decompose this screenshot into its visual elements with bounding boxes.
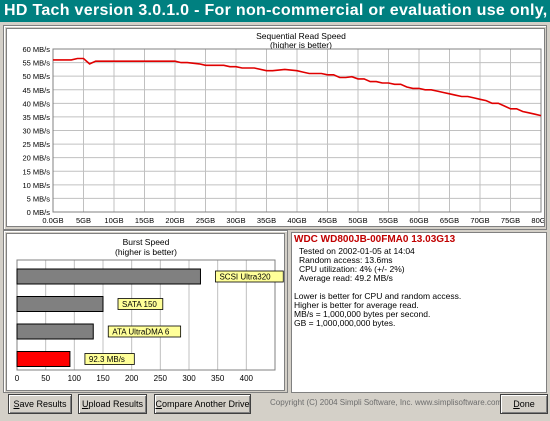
copyright-text: Copyright (C) 2004 Simpli Software, Inc.… (270, 398, 503, 407)
save-accel: S (13, 399, 20, 409)
compare-label: ompare Another Drive (161, 399, 250, 409)
read-x-tick: 50GB (348, 216, 367, 225)
burst-x-tick: 350 (211, 374, 225, 383)
note-gb-def: GB = 1,000,000,000 bytes. (294, 318, 396, 328)
read-y-tick: 25 MB/s (22, 140, 50, 149)
read-x-tick: 70GB (470, 216, 489, 225)
burst-bar-label: SCSI Ultra320 (219, 273, 271, 282)
read-y-tick: 45 MB/s (22, 86, 50, 95)
burst-speed-svg: Burst Speed (higher is better) 0 50 100 150… (15, 237, 284, 383)
read-x-tick: 35GB (257, 216, 276, 225)
done-accel: D (513, 399, 520, 409)
read-y-tick: 40 MB/s (22, 99, 50, 108)
read-x-tick: 15GB (135, 216, 154, 225)
burst-label-box (215, 270, 284, 283)
read-x-tick: 40GB (287, 216, 306, 225)
note-mbs-def: MB/s = 1,000,000 bytes per second. (294, 309, 431, 319)
read-y-tick: 55 MB/s (22, 59, 50, 68)
compare-drive-button[interactable]: Compare Another Drive (154, 394, 251, 414)
burst-x-tick: 100 (68, 374, 82, 383)
read-x-tick: 20GB (165, 216, 184, 225)
burst-label-box (117, 298, 164, 310)
burst-bar-label: SATA 150 (122, 300, 157, 309)
read-x-tick: 10GB (104, 216, 123, 225)
burst-x-tick: 150 (96, 374, 110, 383)
compare-accel: C (155, 399, 162, 409)
read-y-tick: 10 MB/s (22, 181, 50, 190)
window-title: HD Tach version 3.0.1.0 - For non-commer… (4, 2, 550, 19)
read-x-tick: 5GB (76, 216, 91, 225)
burst-bar-label: ATA UltraDMA 6 (112, 328, 170, 337)
read-x-tick: 0.0GB (42, 216, 63, 225)
read-x-tick: 65GB (440, 216, 459, 225)
burst-chart-subtitle: (higher is better) (115, 247, 177, 257)
burst-x-tick: 50 (41, 374, 50, 383)
read-x-tick: 60GB (409, 216, 428, 225)
read-x-tick: 45GB (318, 216, 337, 225)
read-plot-frame (52, 48, 542, 213)
upload-results-button[interactable]: Upload Results (78, 394, 147, 414)
note-lower-better: Lower is better for CPU and random acces… (294, 291, 462, 301)
burst-bar (16, 351, 71, 367)
burst-plot-frame (16, 259, 276, 371)
drive-info-panel: WDC WD800JB-00FMA0 13.03G13 Tested on 20… (291, 232, 547, 393)
random-access: Random access: 13.6ms (299, 255, 393, 265)
read-x-tick: 30GB (226, 216, 245, 225)
upload-label: pload Results (88, 399, 144, 409)
burst-chart-title: Burst Speed (123, 237, 170, 247)
read-speed-chart: Sequential Read Speed (higher is better)… (6, 28, 550, 227)
burst-x-tick: 300 (182, 374, 196, 383)
read-y-tick: 50 MB/s (22, 72, 50, 81)
read-y-tick: 30 MB/s (22, 127, 50, 136)
read-y-tick: 35 MB/s (22, 113, 50, 122)
read-y-tick: 20 MB/s (22, 154, 50, 163)
read-chart-subtitle: (higher is better) (270, 40, 332, 50)
read-y-tick: 15 MB/s (22, 167, 50, 176)
read-x-tick: 55GB (379, 216, 398, 225)
read-y-tick: 5 MB/s (27, 194, 51, 203)
done-button[interactable]: Done (500, 394, 548, 414)
burst-bar-label: 92.3 MB/s (89, 355, 125, 364)
save-results-button[interactable]: Save Results (8, 394, 72, 414)
burst-label-box (107, 325, 182, 338)
burst-bar (16, 296, 104, 312)
cpu-utilization: CPU utilization: 4% (+/- 2%) (299, 264, 405, 274)
drive-model: WDC WD800JB-00FMA0 13.03G13 (294, 234, 456, 245)
read-x-tick: 75GB (501, 216, 520, 225)
burst-x-tick: 250 (154, 374, 168, 383)
tested-date: Tested on 2002-01-05 at 14:04 (299, 246, 415, 256)
burst-x-tick: 200 (125, 374, 139, 383)
read-speed-line (53, 57, 542, 117)
read-y-tick: 60 MB/s (22, 45, 50, 54)
save-label: ave Results (19, 399, 67, 409)
burst-speed-chart: Burst Speed (higher is better) 0 50 100 150… (6, 233, 285, 391)
read-x-tick: 25GB (196, 216, 215, 225)
read-speed-svg: Sequential Read Speed (higher is better)… (22, 31, 550, 225)
burst-bar (16, 268, 201, 285)
title-bar[interactable]: HD Tach version 3.0.1.0 - For non-commer… (0, 0, 550, 22)
upload-accel: U (81, 399, 89, 409)
note-higher-better: Higher is better for average read. (294, 300, 419, 310)
burst-label-box (84, 353, 135, 365)
burst-x-tick: 0 (15, 374, 20, 383)
read-chart-title: Sequential Read Speed (256, 31, 346, 41)
burst-x-tick: 400 (240, 374, 254, 383)
read-y-tick: 0 MB/s (27, 208, 51, 217)
done-label: one (519, 399, 535, 409)
average-read: Average read: 49.2 MB/s (299, 273, 393, 283)
burst-bar (16, 323, 94, 340)
